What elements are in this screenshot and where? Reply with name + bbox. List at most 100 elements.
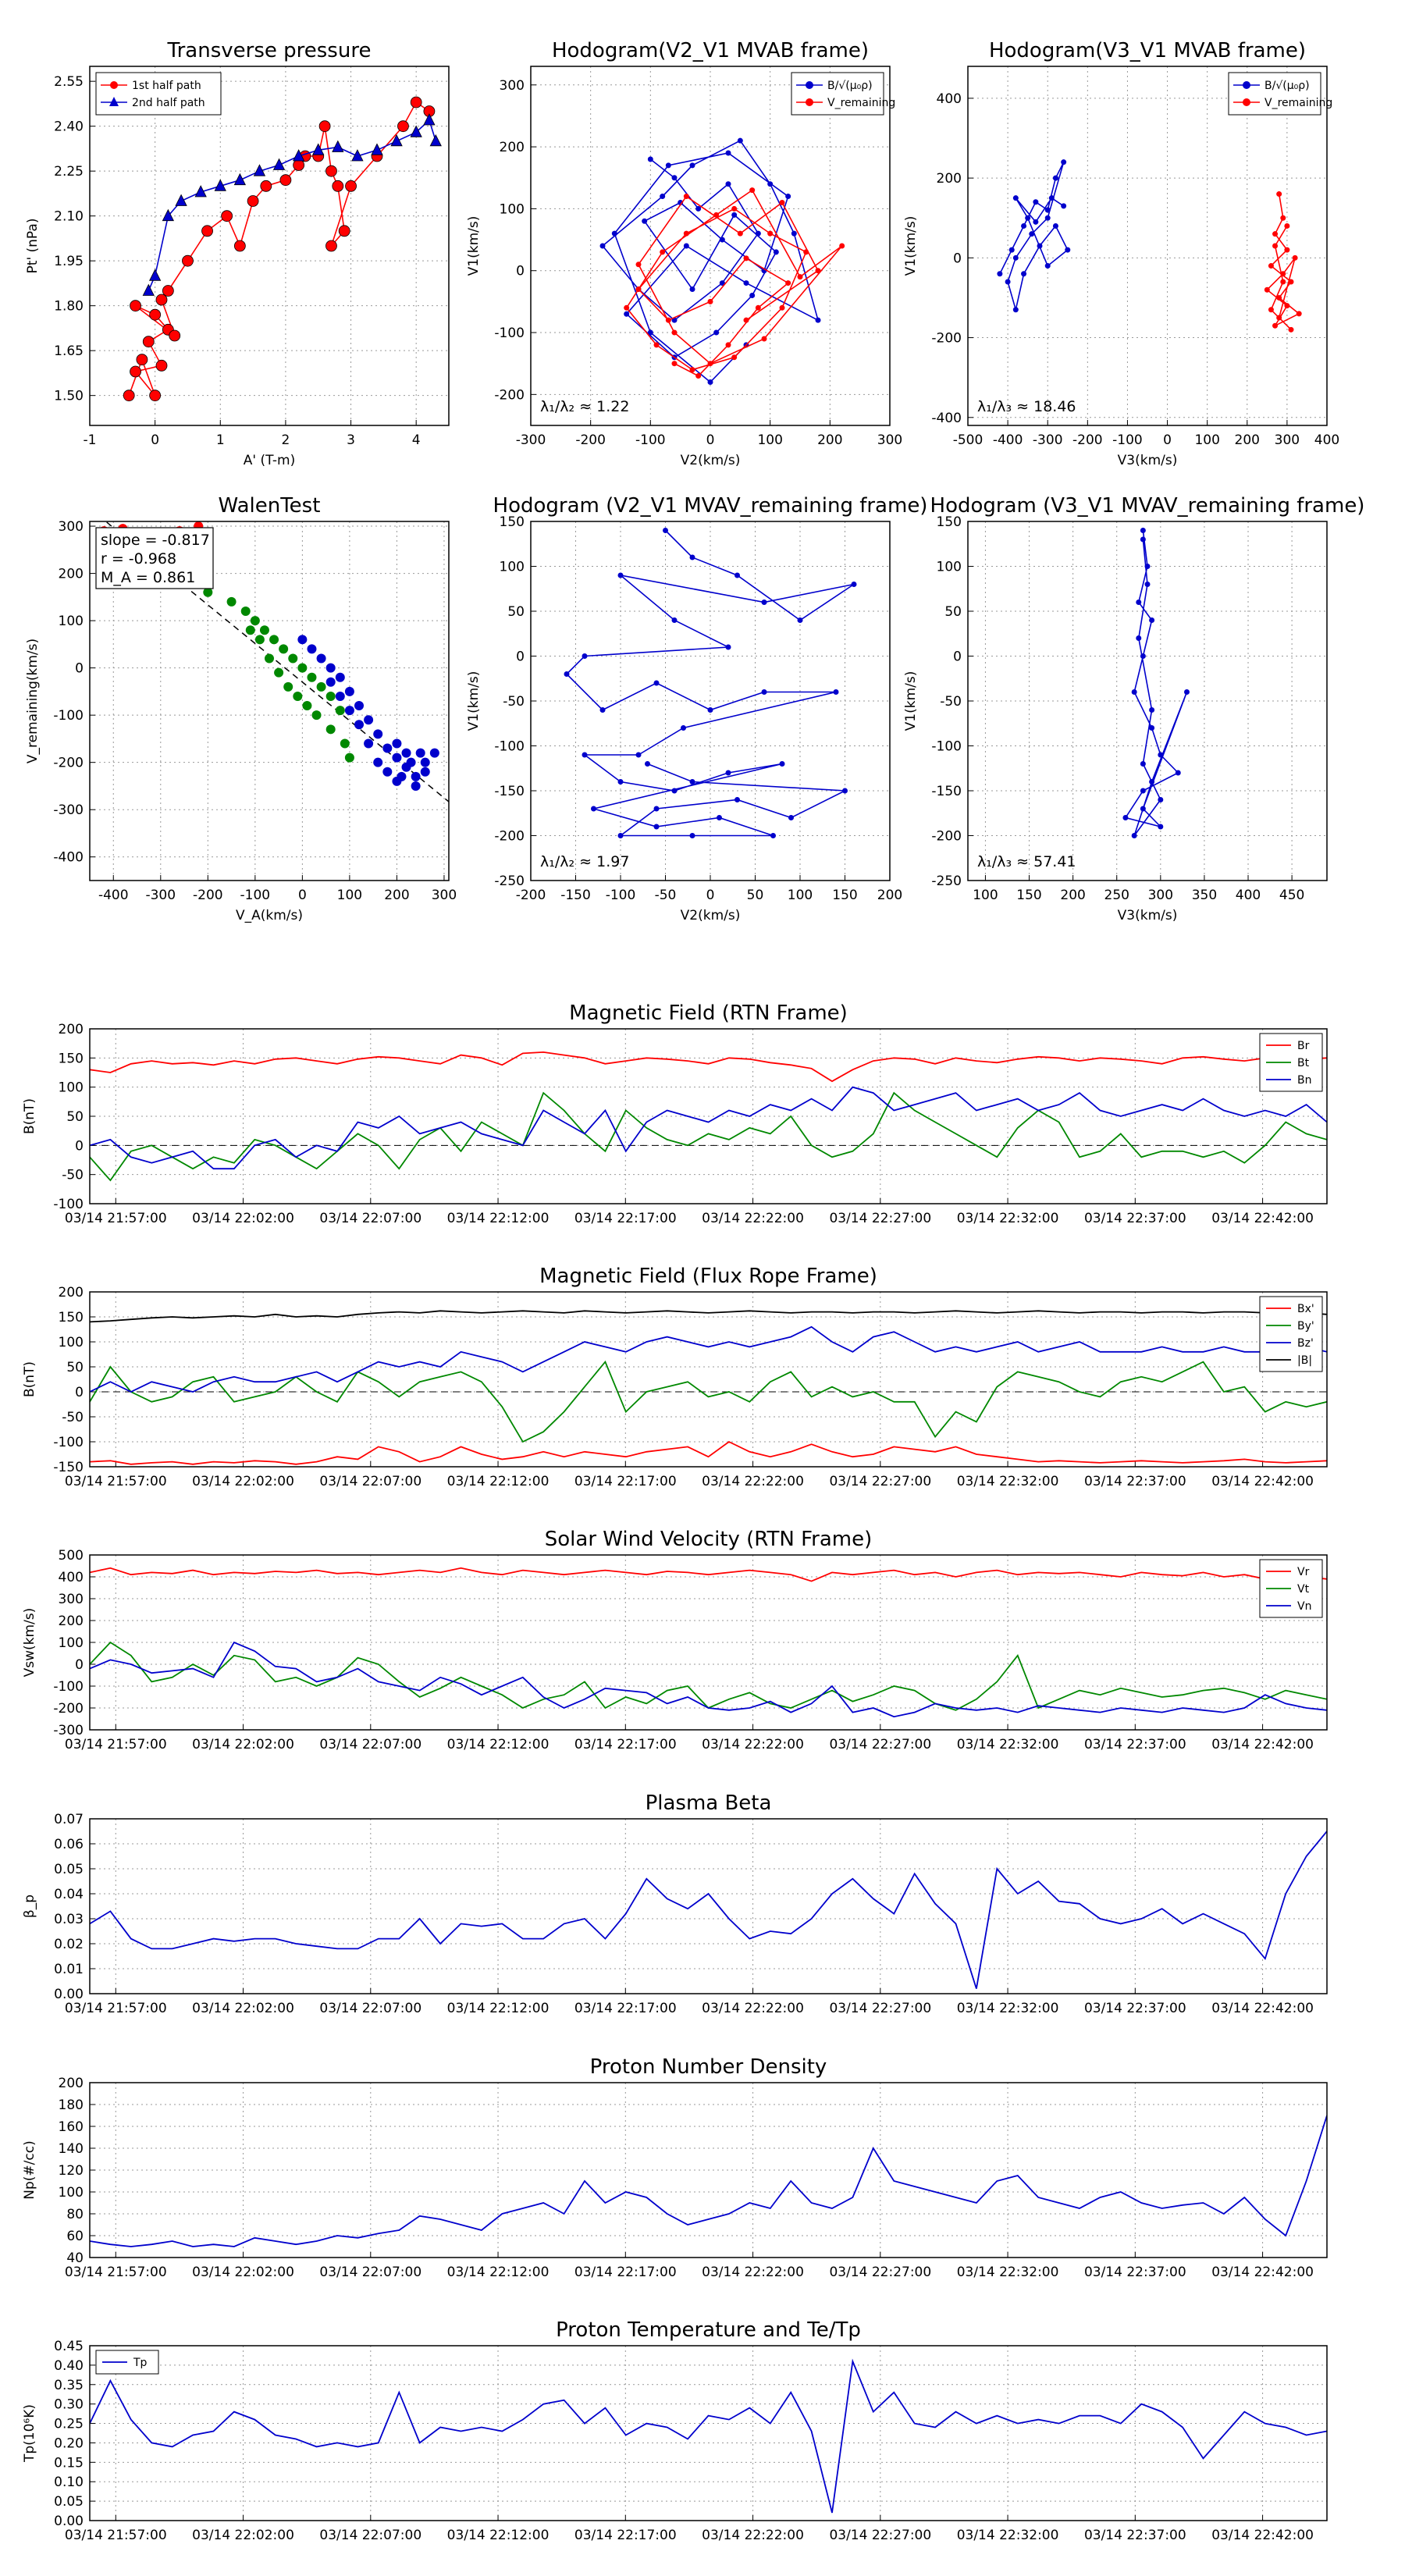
data-point xyxy=(1131,833,1137,838)
data-point xyxy=(269,635,279,645)
x-tick-label: 03/14 22:07:00 xyxy=(319,1737,422,1752)
y-tick-label: 0.06 xyxy=(54,1837,84,1852)
data-point xyxy=(420,757,430,767)
data-point xyxy=(1264,286,1270,293)
x-tick-label: 03/14 22:12:00 xyxy=(447,2001,550,2016)
data-point xyxy=(345,180,357,192)
data-point xyxy=(842,788,848,794)
data-point xyxy=(292,149,305,162)
data-point xyxy=(325,691,336,701)
y-tick-label: -100 xyxy=(494,326,525,341)
data-point xyxy=(214,179,226,191)
legend-label: Bz' xyxy=(1297,1337,1314,1350)
series-line xyxy=(90,1440,1327,1465)
data-point xyxy=(737,137,743,144)
x-tick-label: 200 xyxy=(817,432,842,448)
y-axis-label: V1(km/s) xyxy=(466,671,482,731)
axes-frame xyxy=(89,1554,1328,1731)
data-point xyxy=(671,329,678,336)
x-tick-label: 03/14 22:37:00 xyxy=(1084,2528,1186,2543)
y-tick-label: 50 xyxy=(66,1109,84,1125)
x-tick-label: 03/14 21:57:00 xyxy=(65,2001,167,2016)
legend-label: Bt xyxy=(1297,1057,1310,1069)
data-point xyxy=(335,706,345,716)
x-tick-label: 03/14 22:37:00 xyxy=(1084,1474,1186,1489)
data-point xyxy=(713,212,720,218)
x-tick-label: 1 xyxy=(216,432,225,448)
data-point xyxy=(743,317,749,323)
y-tick-label: 100 xyxy=(937,560,962,575)
x-tick-label: 03/14 21:57:00 xyxy=(65,2528,167,2543)
timeseries-density: 03/14 21:57:00 03/14 22:02:00 03/14 22:07:… xyxy=(22,2055,1328,2280)
data-point xyxy=(779,304,785,311)
data-point xyxy=(1158,752,1164,758)
y-tick-label: -100 xyxy=(494,739,525,755)
y-tick-label: 100 xyxy=(500,201,525,217)
x-tick-label: 03/14 22:12:00 xyxy=(447,1474,550,1489)
data-point xyxy=(1033,199,1039,205)
y-tick-label: 160 xyxy=(59,2119,84,2135)
y-tick-label: -150 xyxy=(53,1460,84,1475)
y-tick-label: 0.20 xyxy=(54,2435,84,2451)
data-point xyxy=(1061,159,1067,165)
plot-area xyxy=(123,96,442,402)
data-point xyxy=(797,617,803,623)
data-point xyxy=(773,249,779,255)
data-point xyxy=(779,199,785,205)
x-tick-label: -100 xyxy=(1112,432,1143,448)
legend-label: V_remaining xyxy=(827,97,895,109)
data-point xyxy=(663,528,668,533)
data-point xyxy=(1044,215,1051,221)
data-point xyxy=(1029,231,1035,237)
data-point xyxy=(325,677,336,687)
data-point xyxy=(382,767,393,777)
data-point xyxy=(411,771,421,781)
series-line xyxy=(90,1567,1327,1582)
data-point xyxy=(1183,689,1190,695)
data-point xyxy=(635,262,642,268)
y-tick-label: -100 xyxy=(931,739,962,755)
series-line xyxy=(90,1091,1327,1182)
data-point xyxy=(599,243,606,249)
data-point xyxy=(423,113,436,126)
data-point xyxy=(683,230,689,237)
data-point xyxy=(653,680,660,686)
data-point xyxy=(325,663,336,673)
x-tick-label: 03/14 22:17:00 xyxy=(574,1211,677,1226)
data-point xyxy=(1044,207,1051,213)
y-tick-label: 1.50 xyxy=(54,389,84,404)
data-point xyxy=(689,286,695,293)
data-point xyxy=(318,120,331,133)
series-line xyxy=(90,1310,1327,1323)
data-point xyxy=(420,767,430,777)
y-tick-label: 100 xyxy=(59,614,84,629)
legend-label: Bn xyxy=(1297,1074,1311,1087)
data-point xyxy=(1008,247,1015,253)
x-tick-label: 300 xyxy=(877,432,902,448)
data-point xyxy=(226,596,237,607)
y-tick-label: 400 xyxy=(59,1570,84,1585)
data-point xyxy=(247,195,259,207)
data-point xyxy=(302,701,312,711)
data-point xyxy=(1037,243,1043,249)
data-point xyxy=(194,185,207,197)
x-axis-label: V3(km/s) xyxy=(1118,908,1178,923)
data-point xyxy=(233,173,247,186)
data-point xyxy=(1288,326,1294,333)
y-axis-label: Tp(10⁶K) xyxy=(22,2404,37,2463)
data-point xyxy=(779,761,785,767)
legend-marker xyxy=(1243,98,1250,106)
data-point xyxy=(155,359,168,372)
y-tick-label: 0 xyxy=(75,1657,84,1673)
x-tick-label: 400 xyxy=(1314,432,1339,448)
x-tick-label: 250 xyxy=(1104,888,1129,903)
y-tick-label: 0.40 xyxy=(54,2358,84,2374)
x-tick-label: -400 xyxy=(98,888,129,903)
data-point xyxy=(142,283,155,296)
y-tick-label: -50 xyxy=(940,694,962,710)
data-point xyxy=(653,342,660,348)
x-tick-label: -50 xyxy=(655,888,677,903)
legend-label: By' xyxy=(1297,1320,1314,1332)
timeseries-mag_fr: 03/14 21:57:00 03/14 22:02:00 03/14 22:07:… xyxy=(22,1265,1328,1489)
